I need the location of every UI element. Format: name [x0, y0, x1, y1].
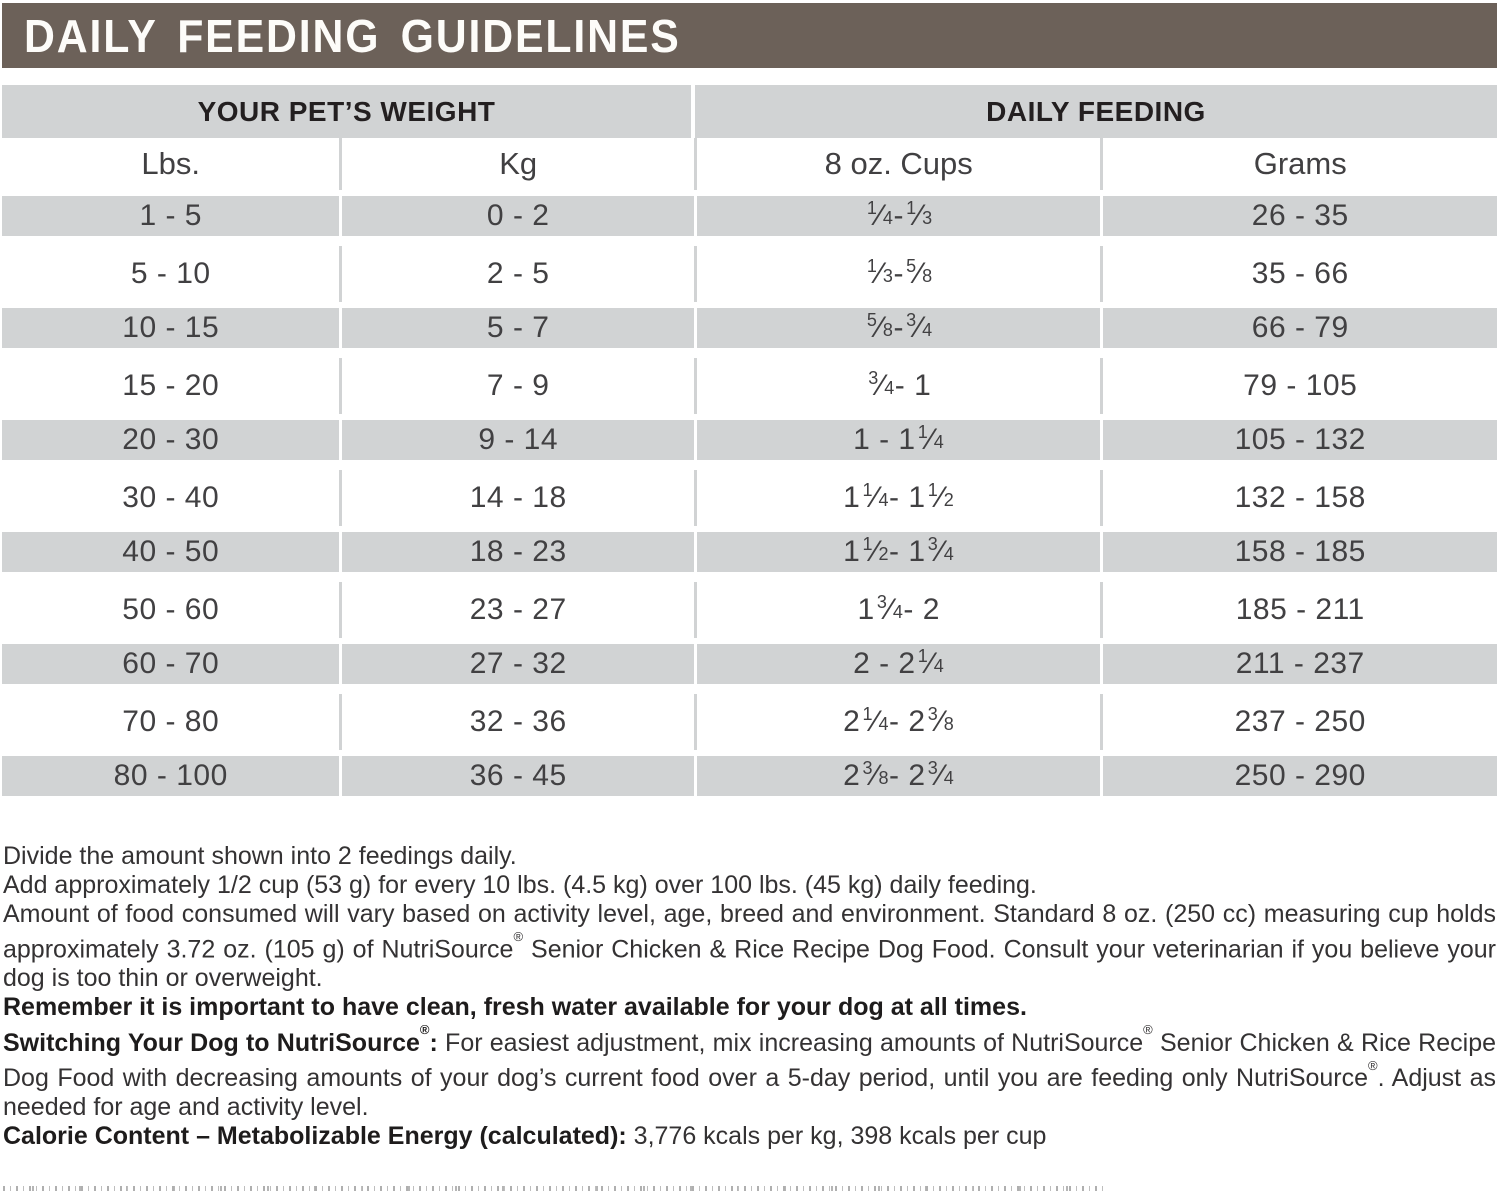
table-row: 40 - 50 18 - 23 1 1 ⁄ 2 - 1 3 ⁄ 4 158 - 185: [2, 526, 1497, 582]
table-row: 15 - 20 7 - 9 3 ⁄ 4 - 1 79 - 105: [2, 358, 1497, 414]
cell-cups: 1 1 ⁄ 4 - 1 1 ⁄ 2: [696, 470, 1101, 526]
cell-grams: 158 - 185: [1103, 532, 1497, 572]
cell-lbs: 5 - 10: [2, 246, 340, 302]
table-row: 70 - 80 32 - 36 2 1 ⁄ 4 - 2 3 ⁄ 8 237 - 250: [2, 694, 1497, 750]
cell-lbs: 30 - 40: [2, 470, 340, 526]
cell-lbs: 15 - 20: [2, 358, 340, 414]
table-group-header-row: YOUR PET’S WEIGHT DAILY FEEDING: [2, 85, 1497, 138]
cell-cups: 2 1 ⁄ 4 - 2 3 ⁄ 8: [696, 694, 1101, 750]
cell-kg: 14 - 18: [342, 470, 694, 526]
cell-grams: 105 - 132: [1103, 420, 1497, 460]
cell-cups: 1 - 1 1 ⁄ 4: [696, 420, 1101, 460]
cell-cups: 3 ⁄ 4 - 1: [696, 358, 1101, 414]
table-body: 1 - 5 0 - 2 1 ⁄ 4 - 1 ⁄ 3 26 - 35 5 - 10 2 -…: [2, 190, 1497, 806]
cell-kg: 2 - 5: [342, 246, 694, 302]
cropped-text-line: [3, 1186, 1103, 1191]
note-switching-lead: Switching Your Dog to NutriSource®:: [3, 1022, 438, 1057]
cell-kg: 23 - 27: [342, 582, 694, 638]
cell-cups: 2 - 2 1 ⁄ 4: [696, 644, 1101, 684]
cell-lbs: 10 - 15: [2, 308, 340, 348]
cell-grams: 185 - 211: [1103, 582, 1497, 638]
cell-cups: 1 1 ⁄ 2 - 1 3 ⁄ 4: [696, 532, 1101, 572]
cell-cups: 5 ⁄ 8 - 3 ⁄ 4: [696, 308, 1101, 348]
cell-kg: 27 - 32: [342, 644, 694, 684]
table-row: 10 - 15 5 - 7 5 ⁄ 8 - 3 ⁄ 4 66 - 79: [2, 302, 1497, 358]
note-add-half-cup: Add approximately 1/2 cup (53 g) for eve…: [3, 871, 1037, 899]
table-row: 50 - 60 23 - 27 1 3 ⁄ 4 - 2 185 - 211: [2, 582, 1497, 638]
title-bar: DAILY FEEDING GUIDELINES: [2, 3, 1497, 68]
group-header-pet-weight: YOUR PET’S WEIGHT: [2, 85, 691, 138]
cell-grams: 66 - 79: [1103, 308, 1497, 348]
column-header-kg: Kg: [342, 138, 694, 190]
note-fresh-water: Remember it is important to have clean, …: [3, 993, 1027, 1022]
column-header-grams: Grams: [1103, 138, 1497, 190]
notes-block: Divide the amount shown into 2 feedings …: [3, 842, 1496, 1151]
cell-kg: 32 - 36: [342, 694, 694, 750]
cell-kg: 7 - 9: [342, 358, 694, 414]
cell-lbs: 80 - 100: [2, 756, 340, 796]
cell-lbs: 1 - 5: [2, 196, 340, 236]
cell-lbs: 20 - 30: [2, 420, 340, 460]
cell-grams: 211 - 237: [1103, 644, 1497, 684]
table-row: 80 - 100 36 - 45 2 3 ⁄ 8 - 2 3 ⁄ 4 250 - 290: [2, 750, 1497, 806]
cell-grams: 79 - 105: [1103, 358, 1497, 414]
note-switching-body: For easiest adjustment, mix increasing a…: [3, 1022, 1497, 1121]
table-row: 20 - 30 9 - 14 1 - 1 1 ⁄ 4 105 - 132: [2, 414, 1497, 470]
cell-lbs: 70 - 80: [2, 694, 340, 750]
cell-cups: 1 ⁄ 3 - 5 ⁄ 8: [696, 246, 1101, 302]
cell-kg: 9 - 14: [342, 420, 694, 460]
table-row: 30 - 40 14 - 18 1 1 ⁄ 4 - 1 1 ⁄ 2 132 - 158: [2, 470, 1497, 526]
cell-lbs: 40 - 50: [2, 532, 340, 572]
page-title: DAILY FEEDING GUIDELINES: [24, 9, 681, 62]
column-header-lbs: Lbs.: [2, 138, 340, 190]
note-calorie-body: 3,776 kcals per kg, 398 kcals per cup: [626, 1121, 1047, 1150]
cell-lbs: 50 - 60: [2, 582, 340, 638]
note-calorie-content: Calorie Content – Metabolizable Energy (…: [3, 1122, 1496, 1151]
note-amount-varies: Amount of food consumed will vary based …: [3, 900, 1496, 993]
cell-grams: 250 - 290: [1103, 756, 1497, 796]
note-divide-feedings: Divide the amount shown into 2 feedings …: [3, 842, 517, 870]
cell-grams: 35 - 66: [1103, 246, 1497, 302]
note-switching: Switching Your Dog to NutriSource®: For …: [3, 1022, 1496, 1122]
cell-grams: 132 - 158: [1103, 470, 1497, 526]
table-row: 60 - 70 27 - 32 2 - 2 1 ⁄ 4 211 - 237: [2, 638, 1497, 694]
table-row: 1 - 5 0 - 2 1 ⁄ 4 - 1 ⁄ 3 26 - 35: [2, 190, 1497, 246]
column-header-cups: 8 oz. Cups: [696, 138, 1101, 190]
cell-cups: 1 ⁄ 4 - 1 ⁄ 3: [696, 196, 1101, 236]
feeding-table: YOUR PET’S WEIGHT DAILY FEEDING Lbs. Kg …: [2, 85, 1497, 806]
cell-grams: 237 - 250: [1103, 694, 1497, 750]
cell-kg: 36 - 45: [342, 756, 694, 796]
cell-cups: 1 3 ⁄ 4 - 2: [696, 582, 1101, 638]
group-header-daily-feeding: DAILY FEEDING: [695, 85, 1497, 138]
cell-kg: 18 - 23: [342, 532, 694, 572]
cell-kg: 0 - 2: [342, 196, 694, 236]
cell-lbs: 60 - 70: [2, 644, 340, 684]
note-calorie-lead: Calorie Content – Metabolizable Energy (…: [3, 1121, 627, 1150]
cell-kg: 5 - 7: [342, 308, 694, 348]
table-column-header-row: Lbs. Kg 8 oz. Cups Grams: [2, 138, 1497, 190]
cell-grams: 26 - 35: [1103, 196, 1497, 236]
table-row: 5 - 10 2 - 5 1 ⁄ 3 - 5 ⁄ 8 35 - 66: [2, 246, 1497, 302]
cell-cups: 2 3 ⁄ 8 - 2 3 ⁄ 4: [696, 756, 1101, 796]
